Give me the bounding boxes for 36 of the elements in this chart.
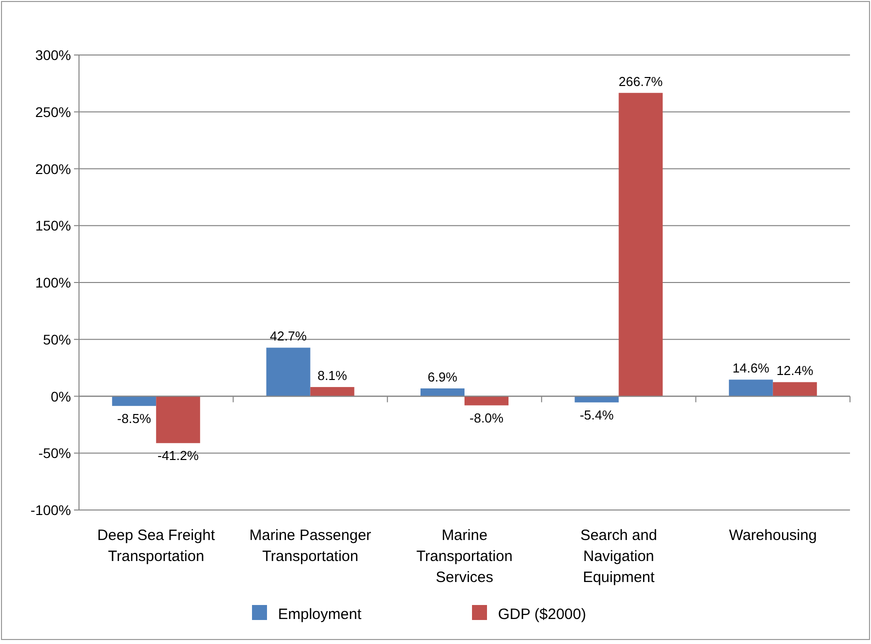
data-label: 12.4% [776, 363, 814, 378]
data-label: -41.2% [158, 448, 200, 464]
data-label: 14.6% [732, 360, 770, 376]
data-label: 266.7% [618, 74, 664, 89]
y-tick-label: 150% [35, 218, 71, 234]
data-label: 6.9% [428, 369, 458, 384]
y-tick-label: -50% [38, 445, 71, 462]
x-tick-label: Search and Navigation Equipment [580, 527, 658, 586]
legend-label: Employment [278, 606, 362, 623]
x-tick-label: Deep Sea Freight Transportation [97, 527, 216, 565]
x-tick-label: Marine Passenger Transportation [249, 527, 372, 565]
bar [156, 396, 200, 444]
y-tick-label: -100% [30, 502, 71, 518]
bar [420, 388, 464, 396]
bar [574, 396, 619, 402]
bar [310, 387, 354, 396]
bar [464, 396, 508, 406]
data-label: -5.4% [580, 407, 614, 422]
x-tick-label: Warehousing [728, 527, 817, 544]
data-label: 42.7% [270, 328, 308, 344]
bar [728, 380, 773, 396]
data-label: -8.0% [470, 410, 504, 426]
bar [772, 382, 817, 396]
y-tick-label: 50% [42, 331, 71, 348]
legend-label: GDP ($2000) [498, 606, 586, 623]
y-tick-label: 200% [35, 160, 71, 177]
y-tick-label: 100% [35, 274, 71, 290]
bar [112, 396, 156, 406]
data-label: 8.1% [317, 368, 348, 384]
y-tick-label: 250% [35, 104, 71, 120]
y-tick-label: 0% [50, 388, 71, 404]
data-label: -8.5% [117, 410, 152, 426]
bar [618, 92, 663, 396]
bar [266, 348, 310, 396]
x-tick-label: Marine Transportation Services [416, 527, 513, 586]
y-tick-label: 300% [35, 47, 71, 63]
